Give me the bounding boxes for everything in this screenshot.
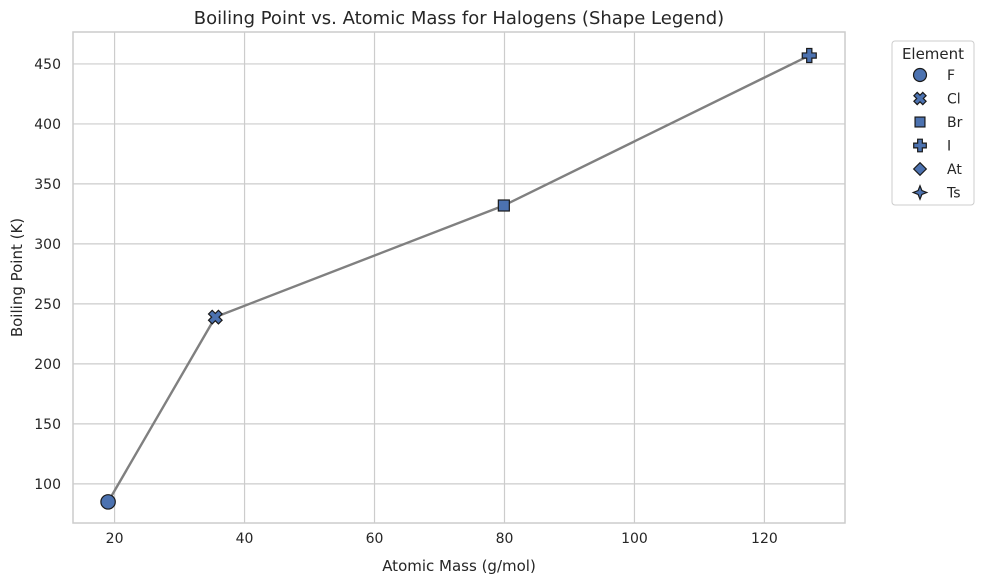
chart-title: Boiling Point vs. Atomic Mass for Haloge… [194,8,724,29]
y-axis-label: Boiling Point (K) [8,218,26,337]
data-markers [100,47,817,510]
legend-marker-ts [911,184,929,201]
legend-label-at: At [947,162,962,178]
legend-label-f: F [947,68,955,84]
legend-marker-f [912,67,928,83]
x-axis-label: Atomic Mass (g/mol) [382,557,536,575]
data-point-cl [207,309,223,325]
x-axis: 20 40 60 80 100 120 [106,531,778,547]
legend-marker-at [912,161,928,177]
x-tick-label: 80 [496,531,514,547]
x-tick-label: 120 [751,531,778,547]
plot-frame [72,31,846,524]
y-tick-label: 250 [34,297,61,313]
legend-label-i: I [947,139,951,155]
legend-marker-cl [913,91,927,106]
data-point-f [100,494,116,510]
legend-label-br: Br [947,115,963,131]
y-tick-label: 100 [34,477,61,493]
y-tick-label: 400 [34,117,61,133]
x-tick-label: 20 [106,531,124,547]
grid [73,32,845,523]
legend-marker-br [914,116,926,128]
y-axis: 100 150 200 250 300 350 400 450 [34,57,61,493]
y-tick-label: 450 [34,57,61,73]
legend-label-ts: Ts [946,186,961,202]
y-tick-label: 150 [34,417,61,433]
y-tick-label: 350 [34,177,61,193]
data-point-i [801,47,817,64]
x-tick-label: 40 [236,531,254,547]
legend-marker-i [913,138,927,153]
legend-title: Element [902,45,964,63]
x-tick-label: 60 [366,531,384,547]
data-point-br [497,199,510,212]
legend-label-cl: Cl [947,92,961,108]
legend-box [891,40,975,206]
y-tick-label: 300 [34,237,61,253]
x-tick-label: 100 [621,531,648,547]
y-tick-label: 200 [34,357,61,373]
legend: Element F Cl Br I At Ts [891,40,975,206]
series-line [107,54,810,503]
